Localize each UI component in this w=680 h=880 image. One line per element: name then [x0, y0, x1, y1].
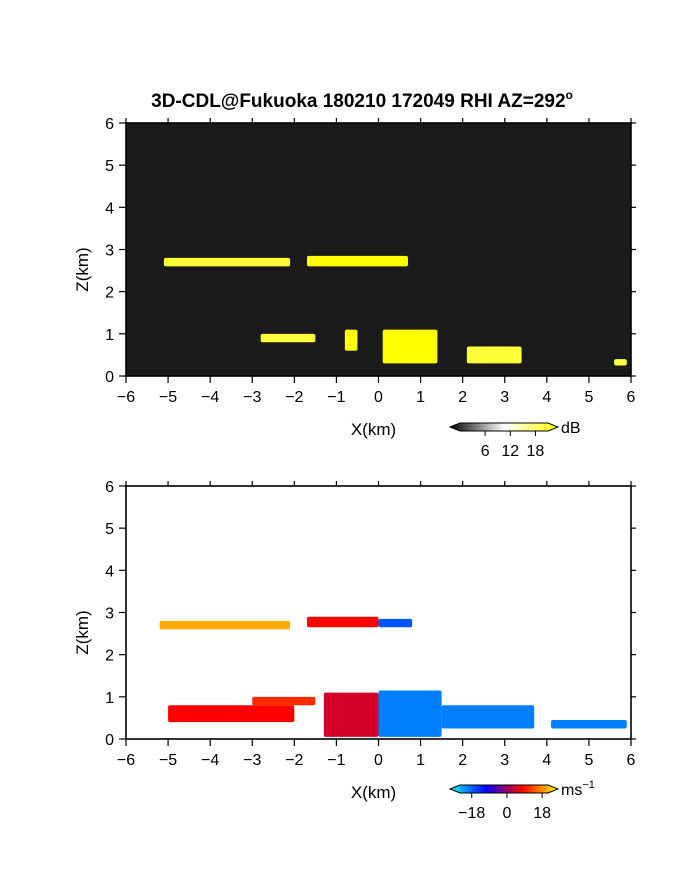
echo-region: [306, 616, 379, 628]
x-tick-label: −6: [117, 389, 135, 406]
reflectivity-plot-area: [126, 123, 631, 376]
colorbar-unit: dB: [561, 420, 581, 437]
echo-region: [344, 329, 358, 351]
reflectivity-axis-ticks: −6 −5 −4 −3 −2 −1 0 1 2 3 4 5 6 0 1 2 3 4 5 6: [105, 116, 636, 406]
y-tick-label: 2: [105, 648, 114, 665]
echo-region: [466, 346, 522, 364]
echo-region: [323, 692, 379, 737]
x-tick-label: 4: [542, 389, 551, 406]
x-tick-label: 0: [374, 752, 383, 769]
echo-region: [378, 690, 442, 737]
velocity-colorbar: −18 0 18 ms−1: [448, 779, 595, 822]
velocity-x-axis-label: X(km): [351, 783, 396, 802]
x-tick-label: 3: [500, 389, 509, 406]
x-tick-label: −5: [159, 752, 177, 769]
echo-region: [306, 255, 408, 267]
echo-region: [382, 329, 438, 364]
velocity-axis-ticks: −6 −5 −4 −3 −2 −1 0 1 2 3 4 5 6 0 1 2 3 4 5 6: [105, 479, 636, 769]
echo-region: [159, 620, 291, 630]
echo-region: [378, 618, 413, 628]
y-tick-label: 5: [105, 521, 114, 538]
y-tick-label: 3: [105, 243, 114, 260]
chart-title: 3D-CDL@Fukuoka 180210 172049 RHI AZ=292o: [151, 88, 573, 112]
x-tick-label: −2: [285, 752, 303, 769]
velocity-panel: −6 −5 −4 −3 −2 −1 0 1 2 3 4 5 6 0 1 2 3 4 5 6 X(km) Z(km) −…: [73, 479, 636, 822]
velocity-echo-regions: [159, 616, 627, 737]
y-tick-label: 1: [105, 690, 114, 707]
y-tick-label: 6: [105, 116, 114, 133]
x-tick-label: −3: [243, 389, 261, 406]
colorbar-tick-label: 18: [527, 443, 545, 460]
x-tick-label: 3: [500, 752, 509, 769]
echo-region: [260, 333, 316, 343]
echo-region: [551, 720, 627, 729]
y-tick-label: 0: [105, 369, 114, 386]
colorbar-tick-label: 0: [502, 805, 511, 822]
y-tick-label: 1: [105, 327, 114, 344]
colorbar-tick-label: −18: [458, 805, 485, 822]
x-tick-label: −4: [201, 389, 219, 406]
colorbar-unit-text: ms: [561, 782, 582, 799]
x-tick-label: 2: [458, 389, 467, 406]
x-tick-label: 0: [374, 389, 383, 406]
x-tick-label: 6: [627, 389, 636, 406]
x-tick-label: 5: [584, 389, 593, 406]
colorbar-tick-label: 18: [533, 805, 551, 822]
x-tick-label: −1: [327, 389, 345, 406]
x-tick-label: −2: [285, 389, 303, 406]
x-tick-label: 5: [584, 752, 593, 769]
x-tick-label: 4: [542, 752, 551, 769]
y-tick-label: 4: [105, 200, 114, 217]
x-tick-label: −1: [327, 752, 345, 769]
reflectivity-y-axis-label: Z(km): [73, 247, 92, 291]
x-tick-label: 2: [458, 752, 467, 769]
reflectivity-echo-regions: [163, 255, 627, 366]
colorbar-unit-text: dB: [561, 420, 581, 437]
x-tick-label: 1: [416, 752, 425, 769]
x-tick-label: −4: [201, 752, 219, 769]
y-tick-label: 2: [105, 285, 114, 302]
colorbar-scale: [448, 784, 560, 794]
echo-region: [168, 705, 295, 723]
x-tick-label: −6: [117, 752, 135, 769]
echo-region: [614, 359, 627, 366]
y-tick-label: 6: [105, 479, 114, 496]
y-tick-label: 0: [105, 732, 114, 749]
colorbar-scale: [448, 422, 560, 432]
y-tick-label: 5: [105, 158, 114, 175]
title-superscript: o: [566, 88, 573, 102]
x-tick-label: 1: [416, 389, 425, 406]
colorbar-tick-label: 6: [481, 443, 490, 460]
title-main: 3D-CDL@Fukuoka 180210 172049 RHI AZ=292: [151, 91, 565, 112]
colorbar-unit-superscript: −1: [582, 779, 595, 791]
echo-region: [441, 705, 535, 729]
reflectivity-x-axis-label: X(km): [351, 420, 396, 439]
velocity-y-axis-label: Z(km): [73, 610, 92, 654]
colorbar-tick-label: 12: [501, 443, 519, 460]
y-tick-label: 4: [105, 563, 114, 580]
x-tick-label: −5: [159, 389, 177, 406]
reflectivity-colorbar: 6 12 18 dB: [448, 420, 581, 460]
colorbar-unit: ms−1: [561, 779, 595, 799]
y-tick-label: 3: [105, 606, 114, 623]
x-tick-label: −3: [243, 752, 261, 769]
echo-region: [163, 257, 291, 267]
echo-region: [252, 696, 316, 706]
x-tick-label: 6: [627, 752, 636, 769]
